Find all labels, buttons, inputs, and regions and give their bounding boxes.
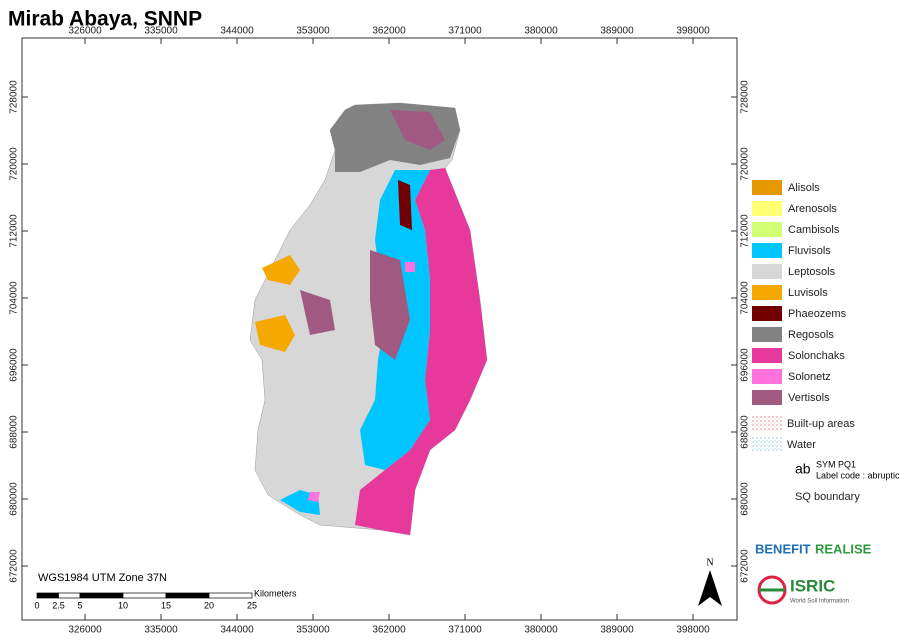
legend-swatch [752, 327, 782, 342]
legend-label: Cambisols [788, 224, 840, 236]
scale-unit: Kilometers [254, 588, 297, 598]
x-tick-label: 335000 [144, 26, 178, 37]
legend-label: Fluvisols [788, 245, 831, 257]
scale-label: 5 [77, 600, 82, 610]
legend-swatch [752, 264, 782, 279]
y-tick-label: 672000 [9, 549, 20, 583]
isric-text: ISRIC [790, 576, 835, 595]
y-tick-label: 672000 [740, 549, 751, 583]
x-tick-label: 344000 [220, 625, 254, 636]
scale-segment [79, 592, 124, 599]
x-tick-label: 371000 [448, 26, 482, 37]
y-tick-label: 720000 [9, 147, 20, 181]
soil-map [249, 102, 488, 536]
legend-swatch [752, 222, 782, 237]
y-tick-label: 728000 [740, 80, 751, 114]
legend-label: Solonchaks [788, 350, 845, 362]
scale-label: 10 [118, 600, 128, 610]
north-label: N [706, 557, 713, 568]
realise-text: REALISE [815, 541, 872, 556]
legend-swatch [752, 348, 782, 363]
legend-swatch [752, 180, 782, 195]
boundary-label: SQ boundary [795, 491, 860, 503]
scale-segment [58, 592, 81, 599]
graticule: 326000 326000 335000 335000 344000 344000 3530… [9, 26, 751, 636]
x-tick-label: 380000 [524, 26, 558, 37]
legend-swatch [752, 201, 782, 216]
isric-sub: World Soil Information [790, 599, 849, 605]
legend-label: Regosols [788, 329, 834, 341]
scale-segment [208, 592, 253, 599]
x-tick-label: 380000 [524, 625, 558, 636]
scale-segment [36, 592, 59, 599]
x-tick-label: 335000 [144, 625, 178, 636]
scale-label: 0 [34, 600, 39, 610]
y-tick-label: 712000 [9, 214, 20, 248]
y-tick-label: 680000 [740, 482, 751, 516]
y-tick-label: 712000 [740, 214, 751, 248]
scale-label: 20 [204, 600, 214, 610]
legend-label: Arenosols [788, 203, 837, 215]
x-tick-label: 371000 [448, 625, 482, 636]
x-tick-label: 389000 [600, 625, 634, 636]
label-symbol: ab [795, 461, 811, 477]
y-tick-label: 696000 [9, 348, 20, 382]
y-tick-label: 688000 [9, 415, 20, 449]
water-label: Water [787, 439, 816, 451]
x-tick-label: 344000 [220, 26, 254, 37]
x-tick-label: 389000 [600, 26, 634, 37]
legend: Alisols Arenosols Cambisols Fluvisols Leptos… [752, 180, 847, 405]
built-up-swatch [752, 416, 782, 431]
y-tick-label: 728000 [9, 80, 20, 114]
y-tick-label: 688000 [740, 415, 751, 449]
legend-label: Alisols [788, 182, 820, 194]
built-up-label: Built-up areas [787, 418, 855, 430]
legend-swatch [752, 390, 782, 405]
x-tick-label: 326000 [68, 26, 102, 37]
y-tick-label: 704000 [9, 281, 20, 315]
scale-label: 25 [247, 600, 257, 610]
y-tick-label: 696000 [740, 348, 751, 382]
x-tick-label: 398000 [676, 625, 710, 636]
title: Mirab Abaya, SNNP [8, 8, 202, 31]
y-tick-label: 680000 [9, 482, 20, 516]
north-arrow [698, 570, 722, 606]
scale-segment [165, 592, 210, 599]
scale-bar: 0 2.5 5 10 15 20 25 Kilometers [34, 588, 297, 610]
x-tick-label: 398000 [676, 26, 710, 37]
legend-swatch [752, 285, 782, 300]
x-tick-label: 362000 [372, 625, 406, 636]
legend-swatch [752, 243, 782, 258]
scale-segment [122, 592, 167, 599]
benefit-text: BENEFIT [755, 541, 811, 556]
x-tick-label: 326000 [68, 625, 102, 636]
label-title: SYM PQ1 [816, 459, 856, 469]
projection: WGS1984 UTM Zone 37N [38, 572, 167, 584]
legend-swatch [752, 306, 782, 321]
water-swatch [752, 437, 782, 452]
legend-label: Vertisols [788, 392, 830, 404]
y-tick-label: 704000 [740, 281, 751, 315]
legend-label: Phaeozems [788, 308, 847, 320]
x-tick-label: 353000 [296, 625, 330, 636]
legend-label: Luvisols [788, 287, 828, 299]
label-code: Label code : abruptic [816, 470, 900, 480]
x-tick-label: 353000 [296, 26, 330, 37]
scale-label: 2.5 [52, 600, 65, 610]
legend-label: Solonetz [788, 371, 831, 383]
benefit-logo [752, 535, 868, 565]
scale-label: 15 [161, 600, 171, 610]
legend-swatch [752, 369, 782, 384]
legend-label: Leptosols [788, 266, 836, 278]
y-tick-label: 720000 [740, 147, 751, 181]
x-tick-label: 362000 [372, 26, 406, 37]
